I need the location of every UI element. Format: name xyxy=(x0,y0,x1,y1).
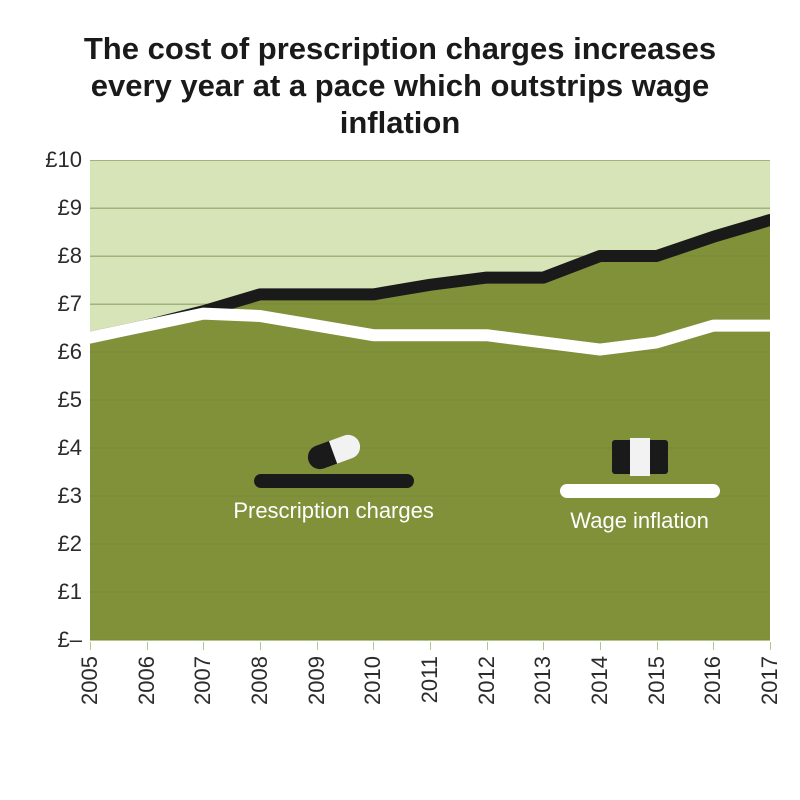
x-tick-mark xyxy=(770,642,771,650)
x-tick-mark xyxy=(713,642,714,650)
x-tick-mark xyxy=(203,642,204,650)
chart: £–£1£2£3£4£5£6£7£8£9£10 Prescription cha… xyxy=(30,160,770,760)
x-tick-mark xyxy=(430,642,431,650)
legend-prescription: Prescription charges xyxy=(224,440,444,524)
legend-bar xyxy=(560,484,720,498)
x-tick-mark xyxy=(487,642,488,650)
x-tick-mark xyxy=(657,642,658,650)
y-tick-label: £7 xyxy=(58,291,82,317)
x-tick-label: 2013 xyxy=(530,656,556,705)
y-tick-label: £2 xyxy=(58,531,82,557)
plot-area: Prescription charges Wage inflation xyxy=(90,160,770,640)
x-tick-mark xyxy=(543,642,544,650)
legend-wage: Wage inflation xyxy=(530,440,750,534)
x-tick-label: 2008 xyxy=(247,656,273,705)
x-tick-label: 2014 xyxy=(587,656,613,705)
x-tick-mark xyxy=(147,642,148,650)
y-tick-label: £– xyxy=(58,627,82,653)
x-tick-label: 2011 xyxy=(417,656,443,703)
legend-label: Prescription charges xyxy=(224,498,444,524)
x-tick-label: 2012 xyxy=(474,656,500,705)
x-tick-mark xyxy=(373,642,374,650)
y-tick-label: £8 xyxy=(58,243,82,269)
x-tick-label: 2007 xyxy=(190,656,216,705)
x-tick-label: 2016 xyxy=(700,656,726,705)
x-axis: 2005200620072008200920102011201220132014… xyxy=(90,648,770,758)
y-tick-label: £3 xyxy=(58,483,82,509)
x-tick-mark xyxy=(260,642,261,650)
x-tick-label: 2009 xyxy=(304,656,330,705)
x-tick-label: 2005 xyxy=(77,656,103,705)
y-tick-label: £10 xyxy=(45,147,82,173)
x-tick-label: 2010 xyxy=(360,656,386,705)
x-tick-mark xyxy=(600,642,601,650)
chart-container: The cost of prescription charges increas… xyxy=(0,0,800,800)
y-tick-label: £6 xyxy=(58,339,82,365)
y-axis: £–£1£2£3£4£5£6£7£8£9£10 xyxy=(30,160,90,640)
y-tick-label: £4 xyxy=(58,435,82,461)
y-tick-label: £9 xyxy=(58,195,82,221)
gridline xyxy=(90,640,770,641)
x-tick-label: 2017 xyxy=(757,656,783,705)
cash-icon xyxy=(612,440,668,474)
chart-title: The cost of prescription charges increas… xyxy=(60,30,740,142)
plot-svg xyxy=(90,160,770,640)
legend-bar xyxy=(254,474,414,488)
x-tick-label: 2006 xyxy=(134,656,160,705)
y-tick-label: £1 xyxy=(58,579,82,605)
x-tick-label: 2015 xyxy=(644,656,670,705)
legend-label: Wage inflation xyxy=(530,508,750,534)
x-tick-mark xyxy=(90,642,91,650)
y-tick-label: £5 xyxy=(58,387,82,413)
x-tick-mark xyxy=(317,642,318,650)
